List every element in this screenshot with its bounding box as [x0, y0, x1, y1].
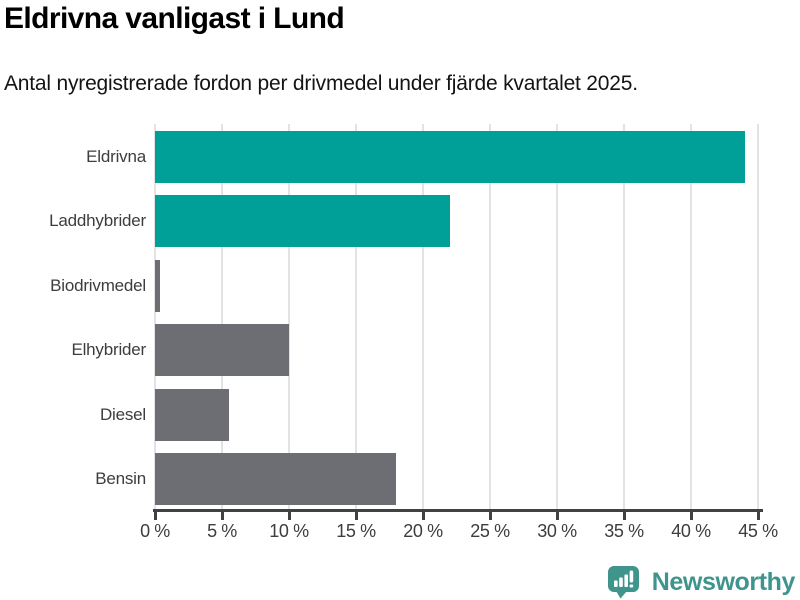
x-tick	[622, 509, 626, 520]
gridline	[355, 124, 357, 511]
x-tick-label: 20 %	[403, 521, 443, 541]
gridline	[623, 124, 625, 511]
x-tick	[153, 509, 157, 520]
x-tick-label: 45 %	[738, 521, 778, 541]
bar-elhybrider	[155, 324, 289, 376]
chart-title: Eldrivna vanligast i Lund	[4, 2, 345, 35]
gridline	[489, 124, 491, 511]
gridline	[154, 124, 156, 511]
gridline	[757, 124, 759, 511]
bar-chart-speech-bubble-icon	[607, 566, 639, 599]
x-tick	[354, 509, 358, 520]
category-label-biodrivmedel: Biodrivmedel	[50, 275, 146, 295]
x-axis-line	[153, 509, 763, 512]
x-tick	[756, 509, 760, 520]
x-tick-label: 30 %	[537, 521, 577, 541]
category-label-laddhybrider: Laddhybrider	[49, 211, 146, 230]
bar-diesel	[155, 388, 229, 441]
plot-area	[154, 124, 759, 511]
gridline	[690, 124, 692, 511]
chart-subtitle: Antal nyregistrerade fordon per drivmede…	[4, 72, 638, 95]
brand-footer: Newsworthy	[607, 565, 795, 599]
gridline	[422, 124, 424, 511]
category-label-eldrivna: Eldrivna	[86, 146, 146, 166]
gridline	[221, 124, 223, 511]
bar-bensin	[155, 453, 397, 505]
category-label-elhybrider: Elhybrider	[71, 340, 146, 359]
bar-biodrivmedel	[155, 259, 161, 312]
x-tick	[421, 509, 425, 520]
gridline	[288, 124, 290, 511]
x-tick-label: 25 %	[470, 521, 510, 541]
bar-eldrivna	[155, 130, 745, 183]
x-tick-label: 40 %	[671, 521, 711, 541]
gridline	[556, 124, 558, 511]
bar-laddhybrider	[155, 195, 450, 247]
category-label-diesel: Diesel	[99, 404, 146, 424]
x-tick-label: 35 %	[604, 521, 644, 541]
x-tick-label: 5 %	[207, 521, 237, 541]
category-label-bensin: Bensin	[95, 469, 146, 488]
x-tick-label: 15 %	[336, 521, 376, 541]
x-tick	[689, 509, 693, 520]
x-tick	[555, 509, 559, 520]
x-tick-label: 0 %	[140, 521, 170, 541]
x-tick-label: 10 %	[269, 521, 309, 541]
category-axis: Eldrivna Laddhybrider Biodrivmedel Elhybrid…	[0, 124, 146, 511]
x-tick	[287, 509, 291, 520]
x-tick	[220, 509, 224, 520]
x-tick	[488, 509, 492, 520]
brand-name: Newsworthy	[651, 567, 796, 596]
